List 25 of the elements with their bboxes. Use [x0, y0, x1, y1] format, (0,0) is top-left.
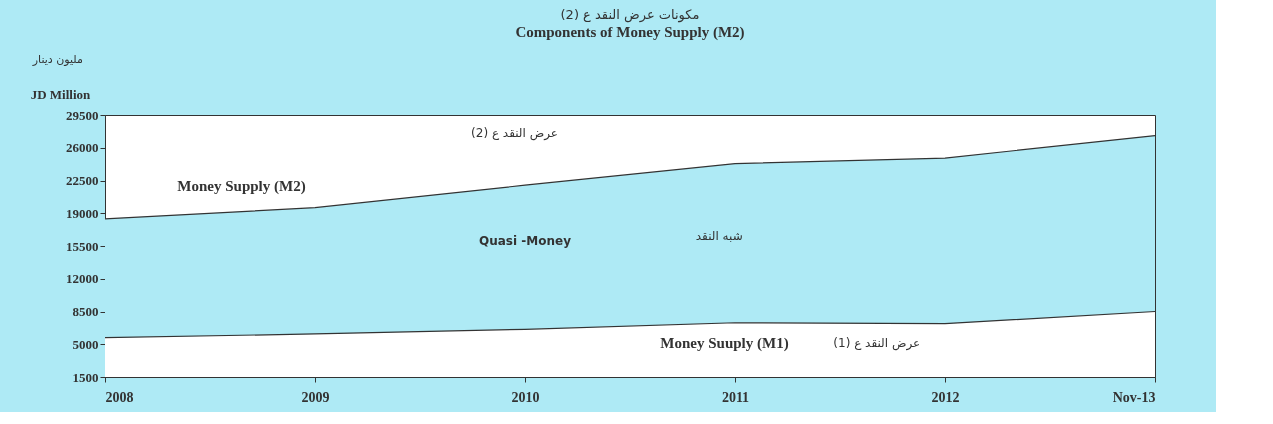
chart-subtitle: Components of Money Supply (M2): [515, 23, 745, 41]
y-tick-label: 26000: [66, 140, 99, 156]
x-tick-label: 2012: [931, 389, 960, 405]
x-tick-label: 2010: [511, 389, 540, 405]
annotation: Quasi -Money: [479, 233, 572, 248]
y-tick-label: 22500: [66, 173, 99, 188]
chart-title: مكونات عرض النقد ع (2): [560, 6, 700, 23]
series-label: Money Supply (M2): [177, 177, 306, 195]
x-tick-label: 2009: [301, 389, 330, 405]
y-axis-title: JD Million: [30, 86, 92, 102]
annotation: شبه النقد: [695, 228, 743, 243]
y-tick-label: 12000: [66, 271, 99, 287]
y-tick-label: 5000: [72, 336, 99, 352]
annotation: عرض النقد ع (2): [471, 126, 558, 142]
x-tick-label: 2008: [105, 389, 134, 405]
x-tick-label: Nov-13: [1112, 389, 1156, 405]
x-tick-label: 2011: [721, 389, 750, 405]
text: مليون دينار: [31, 52, 83, 66]
y-tick-label: 29500: [66, 107, 99, 123]
y-tick-label: 8500: [72, 304, 99, 319]
y-tick-label: 15500: [66, 238, 99, 254]
y-tick-label: 1500: [72, 369, 99, 385]
series-label: Money Suuply (M1): [660, 334, 789, 352]
annotation: عرض النقد ع (1): [833, 335, 921, 351]
y-tick-label: 19000: [66, 205, 99, 221]
